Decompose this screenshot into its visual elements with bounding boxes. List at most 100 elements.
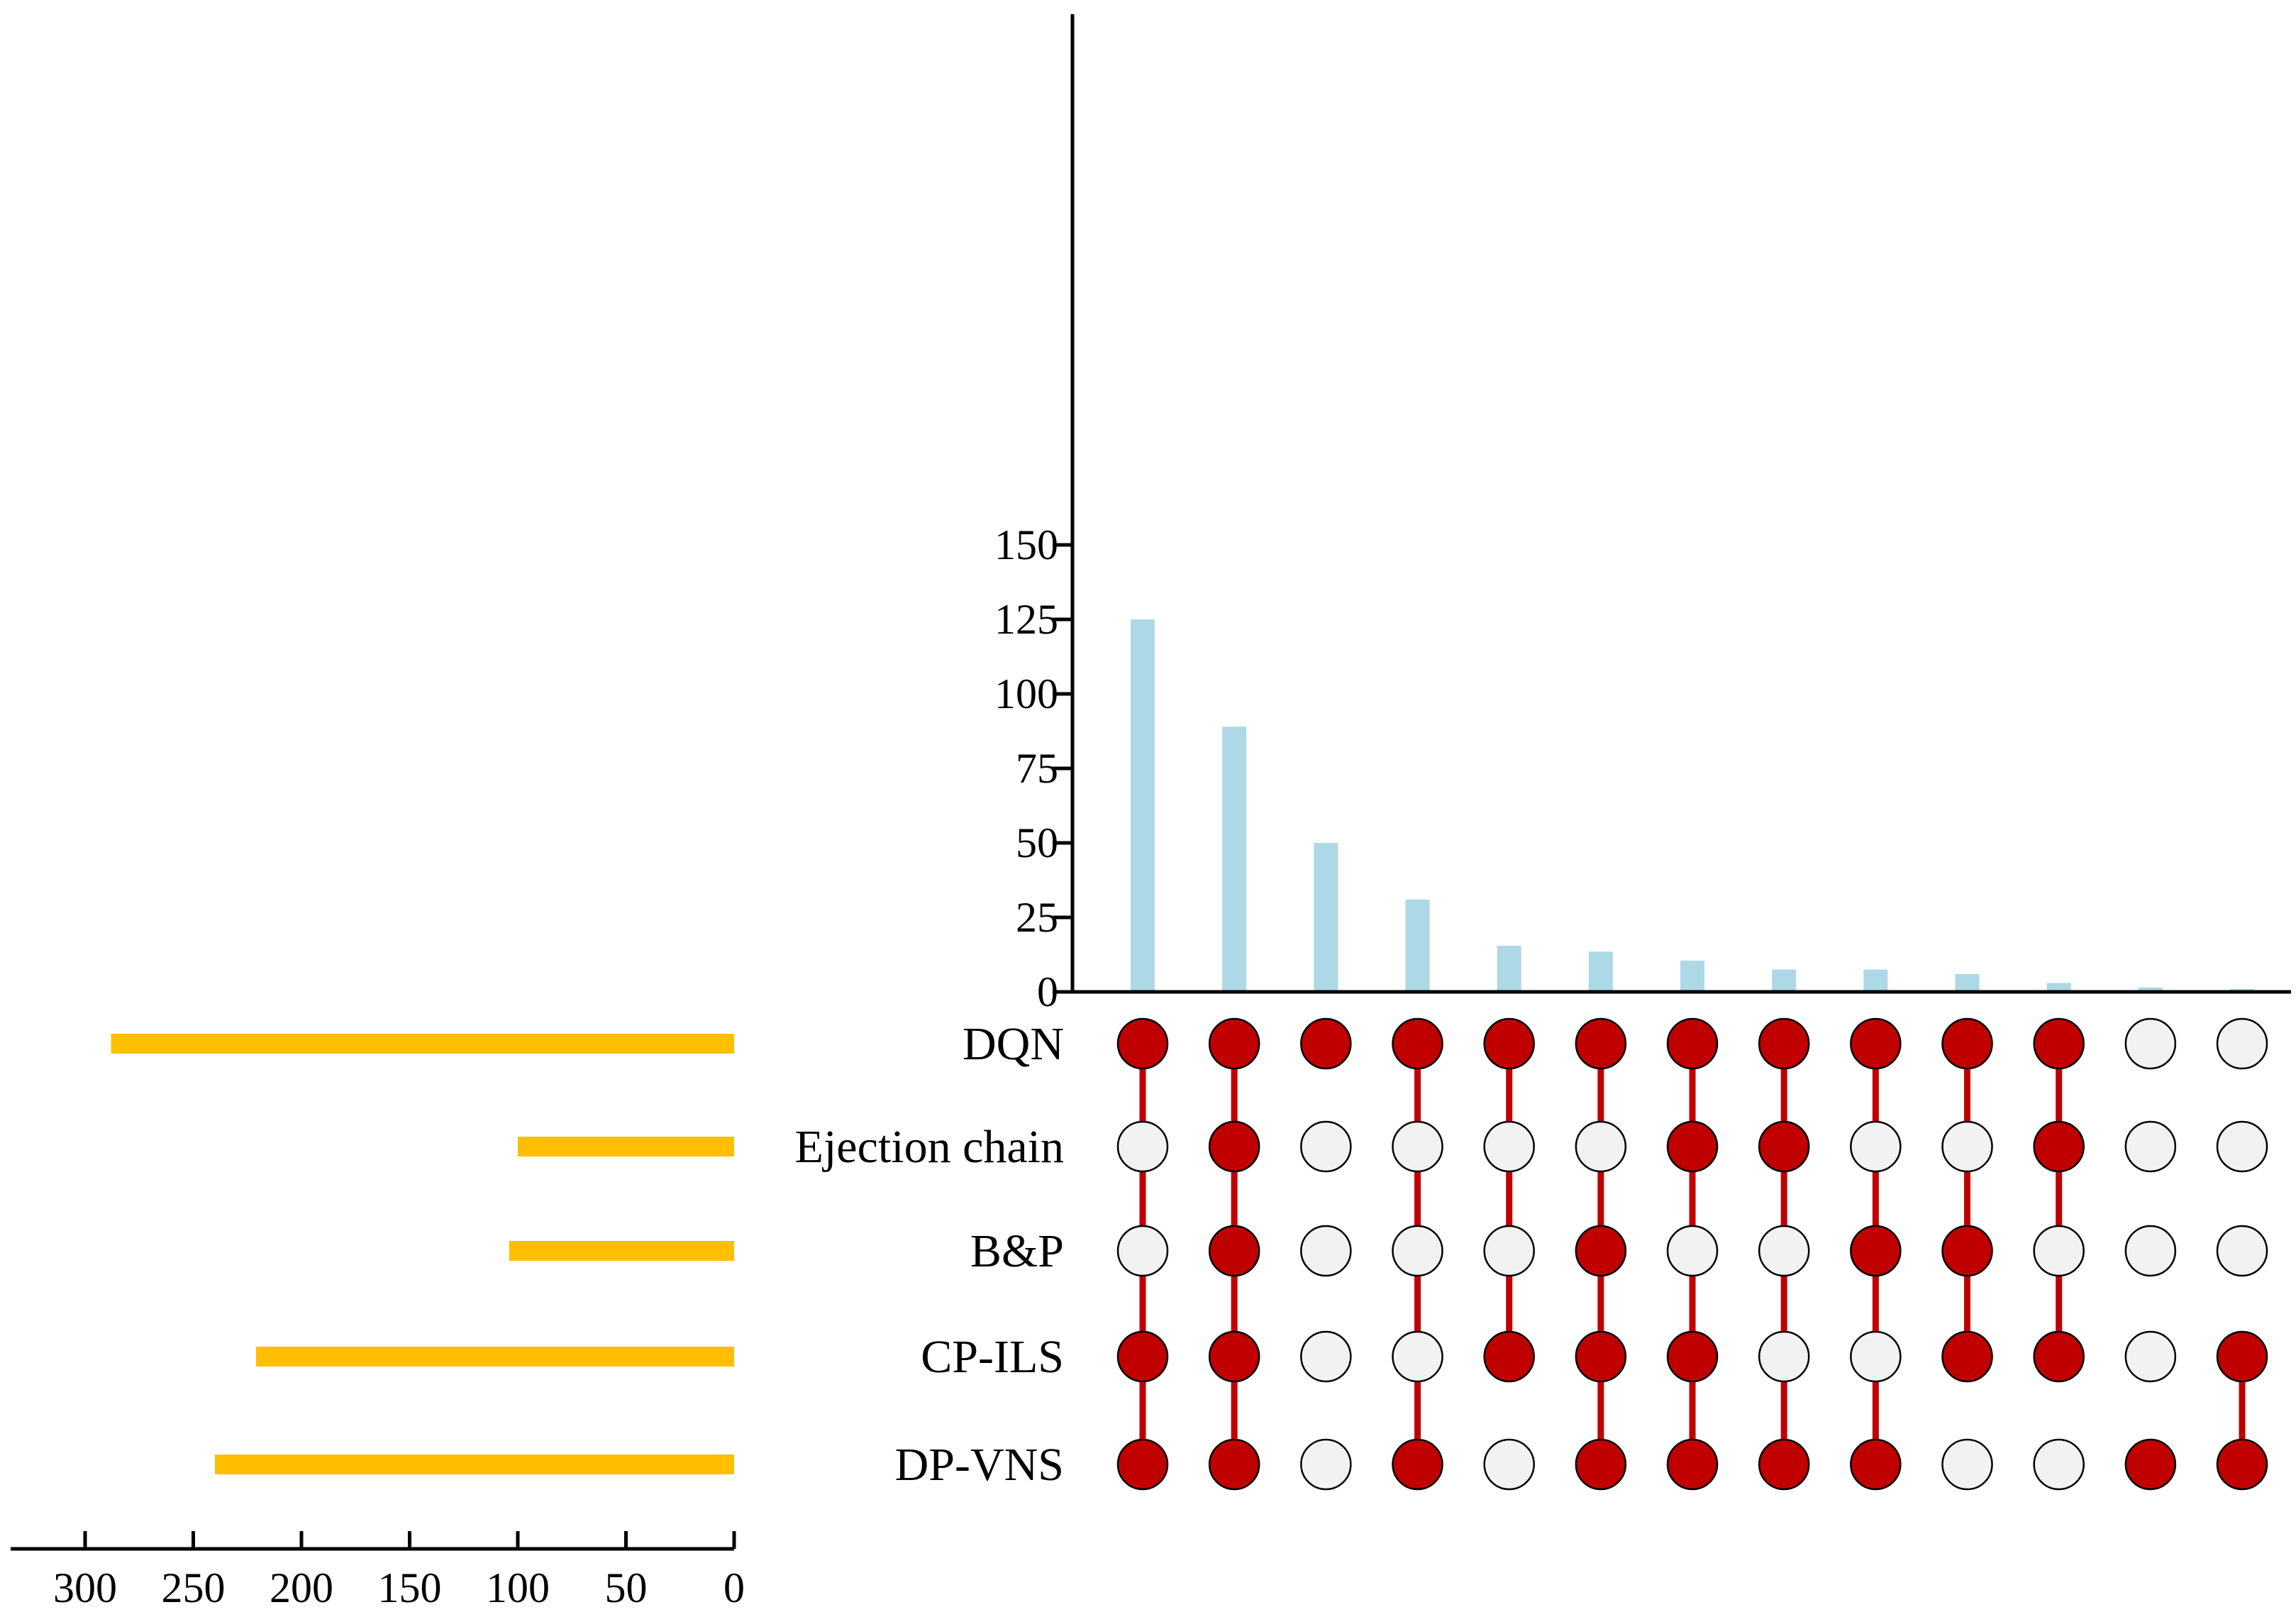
membership-dot-inactive	[1850, 1120, 1902, 1173]
membership-dot-active	[2124, 1438, 2177, 1491]
set-label: DP-VNS	[895, 1439, 1064, 1491]
membership-dot-active	[1666, 1330, 1719, 1383]
intersection-axis-tick-label: 75	[1016, 745, 1058, 792]
set-size-axis-tick-label: 200	[270, 1564, 333, 1611]
membership-dot-inactive	[1116, 1120, 1169, 1173]
membership-dot-inactive	[1392, 1120, 1443, 1173]
intersection-bar	[1405, 899, 1430, 992]
membership-dot-active	[1850, 1017, 1902, 1070]
membership-dot-active	[2033, 1017, 2085, 1070]
membership-dot-inactive	[1758, 1330, 1810, 1383]
set-size-axis-tick-label: 300	[53, 1564, 117, 1611]
membership-dot-active	[1941, 1017, 1993, 1070]
membership-dot-inactive	[2033, 1438, 2085, 1491]
membership-dot-inactive	[1666, 1225, 1719, 1277]
set-size-bar	[509, 1241, 734, 1261]
membership-dot-active	[1300, 1017, 1352, 1070]
intersection-axis-tick-label: 0	[1037, 968, 1058, 1015]
membership-dot-active	[1392, 1017, 1443, 1070]
membership-dot-inactive	[1575, 1120, 1627, 1173]
intersection-bar	[1955, 973, 1980, 992]
membership-dot-active	[2033, 1120, 2085, 1173]
membership-dot-inactive	[1941, 1438, 1993, 1491]
intersection-bars	[1131, 619, 2255, 992]
membership-dot-inactive	[1300, 1438, 1352, 1491]
membership-dot-active	[1941, 1225, 1993, 1277]
set-label: CP-ILS	[921, 1331, 1064, 1383]
intersection-axis-tick-label: 50	[1016, 819, 1058, 866]
membership-dot-active	[1483, 1330, 1535, 1383]
intersection-bar	[1772, 969, 1797, 992]
membership-dot-inactive	[2124, 1017, 2177, 1070]
membership-dot-active	[1392, 1438, 1443, 1491]
membership-dot-inactive	[1941, 1120, 1993, 1173]
membership-dot-inactive	[1392, 1330, 1443, 1383]
membership-dot-active	[1666, 1120, 1719, 1173]
membership-dot-active	[1208, 1225, 1260, 1277]
set-labels: DQN Ejection chain B&P CP-ILS DP-VNS	[795, 1018, 1064, 1491]
membership-dot-inactive	[1483, 1438, 1535, 1491]
intersection-bar	[1588, 951, 1613, 992]
membership-dot-inactive	[2124, 1330, 2177, 1383]
set-size-bar	[255, 1347, 734, 1367]
membership-dot-active	[1483, 1017, 1535, 1070]
membership-dot-inactive	[2124, 1120, 2177, 1173]
membership-dot-active	[2216, 1438, 2268, 1491]
membership-dot-active	[2216, 1330, 2268, 1383]
set-label: Ejection chain	[795, 1121, 1064, 1173]
set-size-axis-tick-label: 250	[162, 1564, 226, 1611]
membership-dot-active	[1850, 1438, 1902, 1491]
membership-dot-active	[1208, 1330, 1260, 1383]
membership-dot-inactive	[2216, 1120, 2268, 1173]
set-size-bar	[518, 1137, 734, 1156]
membership-dot-inactive	[1300, 1225, 1352, 1277]
set-size-bars	[111, 1034, 735, 1474]
membership-dot-inactive	[2124, 1225, 2177, 1277]
intersection-axis-tick-label: 125	[994, 596, 1058, 643]
set-size-axis: 0 50 100 150 200 250 300	[11, 1531, 745, 1611]
membership-dot-active	[1116, 1017, 1169, 1070]
membership-dot-active	[1758, 1438, 1810, 1491]
set-size-axis-tick-label: 100	[486, 1564, 550, 1611]
membership-dot-active	[1941, 1330, 1993, 1383]
membership-dot-inactive	[1300, 1120, 1352, 1173]
set-label: DQN	[963, 1018, 1064, 1070]
intersection-bar	[1863, 969, 1888, 992]
membership-dot-inactive	[1300, 1330, 1352, 1383]
set-size-axis-tick-label: 0	[723, 1564, 745, 1611]
set-size-axis-tick-label: 50	[605, 1564, 648, 1611]
membership-dot-active	[1758, 1017, 1810, 1070]
set-size-axis-tick-label: 150	[378, 1564, 442, 1611]
membership-dot-active	[1575, 1330, 1627, 1383]
membership-dot-active	[1850, 1225, 1902, 1277]
intersection-bar	[2138, 987, 2163, 992]
membership-dot-active	[1575, 1225, 1627, 1277]
membership-dot-active	[1208, 1017, 1260, 1070]
intersection-axis-tick-label: 25	[1016, 894, 1058, 941]
intersection-bar	[1314, 843, 1338, 992]
intersection-bar	[1222, 727, 1247, 992]
membership-dot-inactive	[1850, 1330, 1902, 1383]
membership-dot-inactive	[2216, 1225, 2268, 1277]
membership-dot-inactive	[1483, 1120, 1535, 1173]
membership-dot-active	[1758, 1120, 1810, 1173]
membership-dot-active	[1575, 1017, 1627, 1070]
membership-dot-active	[1208, 1120, 1260, 1173]
membership-dot-active	[1666, 1438, 1719, 1491]
intersection-bar	[1131, 619, 1155, 992]
membership-dot-inactive	[1392, 1225, 1443, 1277]
set-size-bar	[215, 1454, 734, 1474]
membership-dot-inactive	[2033, 1225, 2085, 1277]
membership-dot-active	[1666, 1017, 1719, 1070]
membership-dot-active	[2033, 1330, 2085, 1383]
membership-matrix	[1116, 1017, 2268, 1491]
membership-dot-inactive	[1116, 1225, 1169, 1277]
membership-dot-active	[1116, 1330, 1169, 1383]
membership-dot-active	[1116, 1438, 1169, 1491]
intersection-axis-tick-label: 100	[994, 670, 1058, 717]
membership-dot-inactive	[1483, 1225, 1535, 1277]
membership-dot-inactive	[2216, 1017, 2268, 1070]
intersection-axis-tick-label: 150	[994, 521, 1058, 568]
set-size-bar	[111, 1034, 735, 1054]
